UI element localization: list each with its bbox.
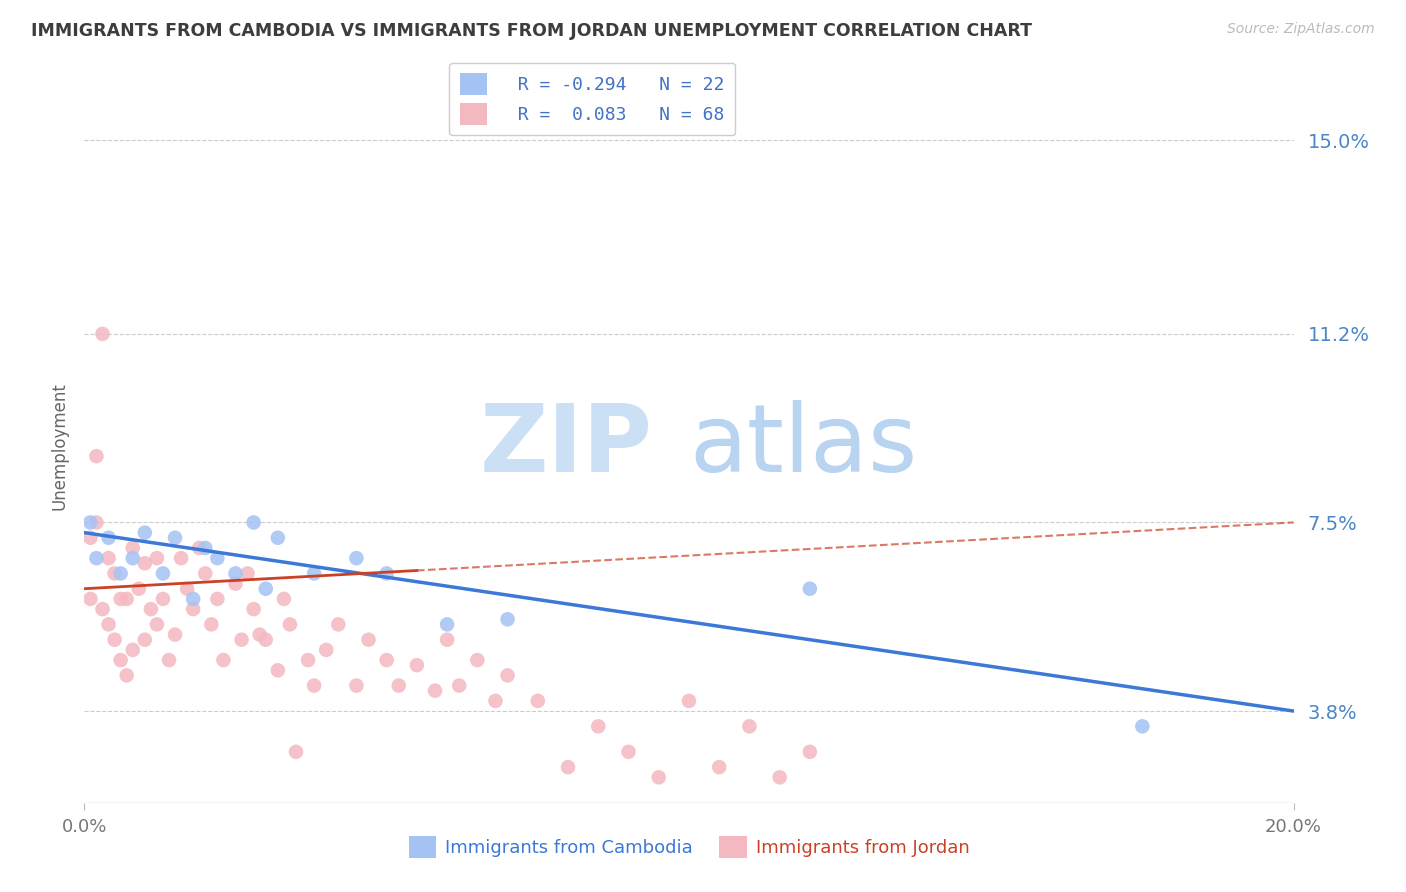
Point [86,449,108,463]
Point [207,551,229,566]
Point [165,627,187,641]
Point [165,531,187,545]
Text: ZIP: ZIP [479,400,652,492]
Point [188,541,211,555]
Point [181,591,204,606]
Point [86,551,108,566]
Point [152,591,174,606]
Point [588,719,610,733]
Point [254,632,277,647]
Point [194,541,217,555]
Point [79,591,101,606]
Point [194,566,217,581]
Point [467,653,489,667]
Point [146,617,169,632]
Point [97,531,120,545]
Point [121,551,143,566]
Point [134,525,156,540]
Point [86,516,108,530]
Point [285,745,308,759]
Point [375,653,398,667]
Point [375,566,398,581]
Point [315,643,337,657]
Point [297,653,319,667]
Point [121,541,143,555]
Point [302,679,325,693]
Point [207,591,229,606]
Point [436,632,458,647]
Point [436,617,458,632]
Point [104,566,127,581]
Point [346,551,368,566]
Point [449,679,471,693]
Point [388,679,411,693]
Point [328,617,350,632]
Point [97,551,120,566]
Point [134,632,156,647]
Point [254,582,277,596]
Point [110,653,132,667]
Point [139,602,162,616]
Point [648,770,671,784]
Point [406,658,429,673]
Point [496,612,519,626]
Point [617,745,640,759]
Point [97,617,120,632]
Legend: Immigrants from Cambodia, Immigrants from Jordan: Immigrants from Cambodia, Immigrants fro… [401,829,977,865]
Point [181,602,204,616]
Point [79,516,101,530]
Point [91,326,114,341]
Point [273,591,295,606]
Point [484,694,506,708]
Point [128,582,150,596]
Point [146,551,169,566]
Point [357,632,380,647]
Point [104,632,127,647]
Point [302,566,325,581]
Text: Source: ZipAtlas.com: Source: ZipAtlas.com [1227,22,1375,37]
Point [236,566,259,581]
Point [110,566,132,581]
Point [91,602,114,616]
Point [231,632,253,647]
Point [267,663,290,677]
Point [121,643,143,657]
Point [799,582,821,596]
Point [79,531,101,545]
Point [200,617,222,632]
Point [527,694,550,708]
Point [346,679,368,693]
Text: IMMIGRANTS FROM CAMBODIA VS IMMIGRANTS FROM JORDAN UNEMPLOYMENT CORRELATION CHAR: IMMIGRANTS FROM CAMBODIA VS IMMIGRANTS F… [31,22,1032,40]
Point [176,582,198,596]
Point [496,668,519,682]
Point [152,566,174,581]
Point [267,531,290,545]
Point [115,591,138,606]
Point [115,668,138,682]
Point [242,516,264,530]
Point [678,694,700,708]
Point [1130,719,1153,733]
Text: atlas: atlas [689,400,917,492]
Point [557,760,579,774]
Point [212,653,235,667]
Point [738,719,761,733]
Y-axis label: Unemployment: Unemployment [51,382,69,510]
Point [709,760,731,774]
Point [799,745,821,759]
Point [242,602,264,616]
Point [423,683,446,698]
Point [278,617,301,632]
Point [110,591,132,606]
Point [249,627,271,641]
Point [134,556,156,570]
Point [225,576,247,591]
Point [769,770,792,784]
Point [157,653,180,667]
Point [225,566,247,581]
Point [170,551,193,566]
